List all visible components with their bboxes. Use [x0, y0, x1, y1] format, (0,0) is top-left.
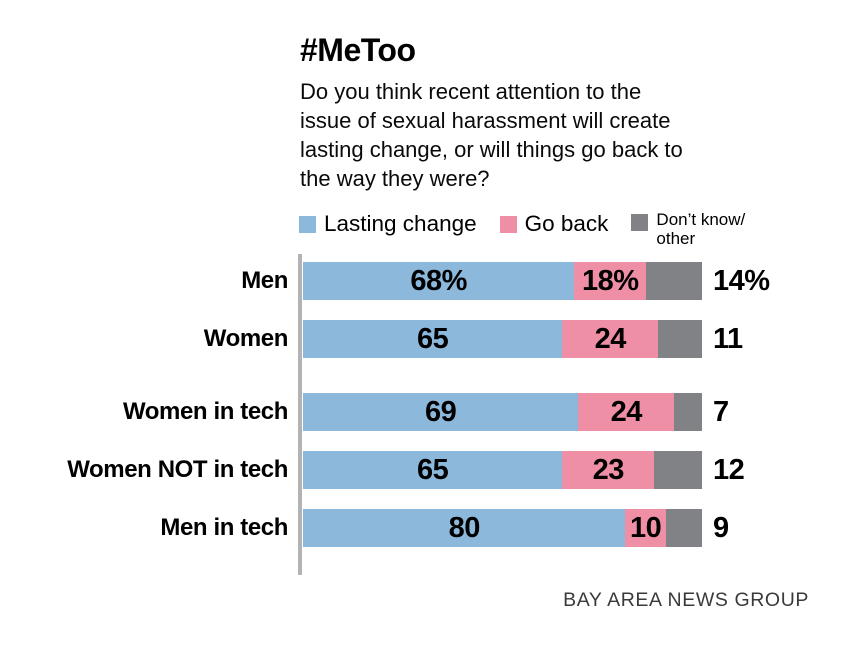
source-credit: BAY AREA NEWS GROUP	[563, 589, 809, 611]
segment-go-back: 10	[625, 509, 666, 547]
category-label: Men	[241, 267, 288, 294]
segment-go-back: 23	[562, 451, 655, 489]
segment-dont-know-other	[674, 393, 703, 431]
legend: Lasting change Go back Don’t know/other	[299, 210, 746, 248]
chart-title: #MeToo	[300, 32, 416, 68]
category-label: Women	[203, 325, 289, 352]
legend-label: Lasting change	[324, 211, 477, 236]
segment-go-back: 18%	[574, 262, 647, 300]
legend-label: Go back	[524, 211, 609, 236]
segment-lasting-change: 65	[303, 451, 563, 489]
segment-dont-know-other	[658, 320, 702, 358]
stacked-bar-chart: Men 68% 18% 14% Women 65 24 11 Women in …	[0, 254, 842, 588]
segment-value-label: 68%	[410, 264, 467, 297]
chart-row: Men in tech 80 10 9	[0, 509, 842, 547]
legend-label: Don’t know/other	[656, 210, 746, 248]
subtitle-line: lasting change, or will things go back t…	[300, 137, 683, 163]
category-label: Men in tech	[160, 514, 288, 541]
segment-value-label: 18%	[581, 264, 639, 297]
legend-swatch	[499, 215, 517, 233]
legend-swatch	[631, 214, 649, 231]
segment-lasting-change: 80	[303, 509, 626, 547]
subtitle-line: Do you think recent attention to the	[300, 79, 642, 105]
segment-lasting-change: 65	[303, 320, 563, 358]
category-label: Women in tech	[122, 398, 288, 425]
dont-know-value-label: 9	[713, 511, 729, 544]
chart-row: Women 65 24 11	[0, 320, 842, 358]
dont-know-value-label: 7	[713, 395, 729, 428]
segment-go-back: 24	[578, 393, 675, 431]
stacked-bar: 65 24	[303, 320, 702, 358]
segment-dont-know-other	[665, 509, 702, 547]
segment-value-label: 24	[610, 395, 643, 428]
segment-value-label: 69	[425, 395, 457, 428]
segment-value-label: 10	[629, 511, 662, 544]
subtitle-line: the way they were?	[300, 166, 490, 192]
dont-know-value-label: 14%	[713, 264, 770, 297]
segment-dont-know-other	[654, 451, 702, 489]
legend-item-go-back: Go back	[499, 211, 609, 237]
legend-item-dont-know-other: Don’t know/other	[631, 210, 746, 248]
segment-value-label: 23	[592, 453, 625, 486]
dont-know-value-label: 12	[713, 453, 745, 486]
segment-lasting-change: 69	[303, 393, 579, 431]
category-label: Women NOT in tech	[67, 456, 288, 483]
segment-value-label: 24	[594, 322, 627, 355]
legend-item-lasting-change: Lasting change	[299, 211, 477, 237]
subtitle-line: issue of sexual harassment will create	[300, 108, 671, 134]
segment-lasting-change: 68%	[303, 262, 575, 300]
segment-value-label: 65	[417, 453, 449, 486]
stacked-bar: 69 24	[303, 393, 703, 431]
chart-subtitle: Do you think recent attention to the iss…	[300, 77, 800, 193]
chart-row: Women NOT in tech 65 23 12	[0, 451, 842, 489]
chart-header: #MeToo Do you think recent attention to …	[300, 32, 800, 193]
segment-go-back: 24	[562, 320, 659, 358]
stacked-bar: 80 10	[303, 509, 702, 547]
segment-dont-know-other	[646, 262, 702, 300]
chart-rows: Men 68% 18% 14% Women 65 24 11 Women in …	[0, 258, 842, 547]
dont-know-value-label: 11	[713, 322, 743, 355]
segment-value-label: 80	[448, 511, 481, 544]
stacked-bar: 68% 18%	[303, 262, 702, 300]
stacked-bar: 65 23	[303, 451, 702, 489]
legend-swatch	[299, 215, 316, 233]
chart-row: Men 68% 18% 14%	[0, 262, 842, 300]
chart-row: Women in tech 69 24 7	[0, 393, 842, 431]
y-axis-line	[298, 254, 302, 575]
segment-value-label: 65	[417, 322, 449, 355]
